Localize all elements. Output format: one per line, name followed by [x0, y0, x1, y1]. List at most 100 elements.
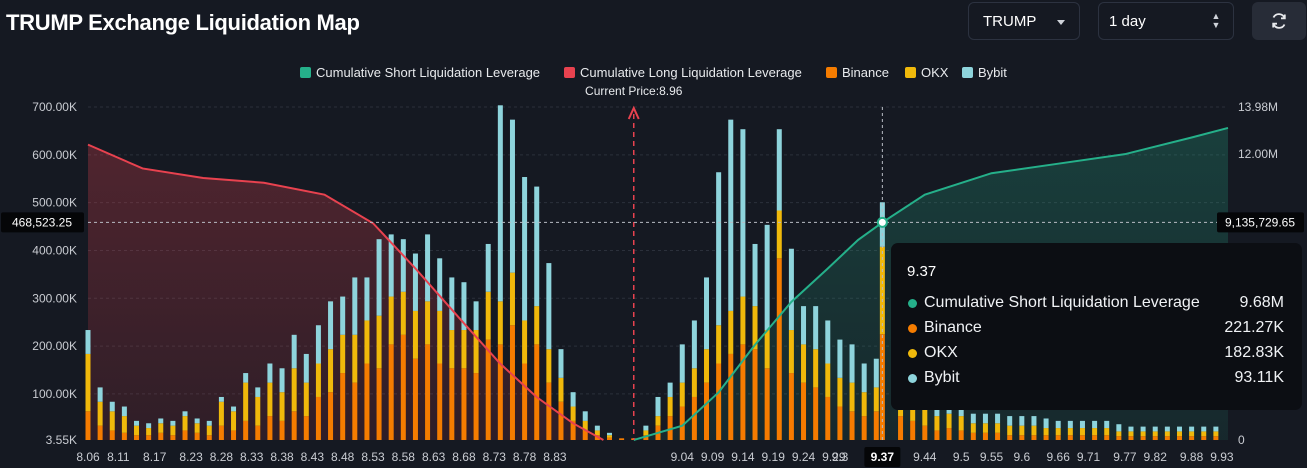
bar-bybit	[1043, 418, 1049, 429]
bar-binance	[328, 392, 334, 440]
bar-bybit	[1189, 426, 1195, 432]
bar-okx	[509, 272, 515, 326]
bar-okx	[910, 401, 916, 421]
bar-okx	[170, 425, 176, 436]
bar-binance	[825, 396, 831, 440]
bar-okx	[194, 423, 200, 433]
bar-bybit	[861, 363, 867, 393]
crosshair-left-label: 468,523.25	[12, 215, 72, 229]
bar-binance	[146, 435, 152, 440]
legend-swatch	[962, 67, 973, 78]
bar-okx	[1019, 425, 1025, 436]
bar-bybit	[1079, 420, 1085, 429]
bar-okx	[716, 325, 722, 364]
bar-binance	[1031, 435, 1037, 440]
symbol-select[interactable]: TRUMP	[968, 2, 1080, 40]
x-tick: 9.24	[792, 450, 816, 464]
bar-binance	[704, 382, 710, 440]
bar-binance	[879, 334, 885, 440]
crosshair-x-label: 9.37	[871, 450, 895, 464]
x-tick: 8.17	[143, 450, 167, 464]
x-tick: 9.19	[762, 450, 786, 464]
x-tick: 8.11	[107, 450, 130, 464]
x-tick: 9.88	[1180, 450, 1204, 464]
bar-okx	[243, 382, 249, 421]
x-tick: 8.53	[361, 450, 385, 464]
bar-bybit	[801, 306, 807, 345]
bar-bybit	[1116, 424, 1122, 432]
bar-okx	[328, 349, 334, 393]
bar-binance	[315, 396, 321, 440]
bar-bybit	[764, 224, 770, 331]
bar-binance	[1079, 435, 1085, 440]
bar-okx	[728, 310, 734, 354]
bar-bybit	[1067, 420, 1073, 429]
bar-okx	[594, 430, 600, 436]
bar-binance	[788, 373, 794, 440]
range-select[interactable]: 1 day ▲ ▼	[1098, 2, 1234, 40]
bar-binance	[667, 416, 673, 440]
bar-binance	[1152, 436, 1158, 440]
y-right-tick: 0	[1238, 433, 1245, 447]
bar-bybit	[182, 411, 188, 417]
bar-bybit	[449, 277, 455, 331]
bar-bybit	[982, 413, 988, 424]
bar-okx	[813, 349, 819, 388]
bar-binance	[121, 432, 127, 440]
bar-binance	[218, 425, 224, 440]
y-left-tick: 400.00K	[32, 243, 77, 257]
bar-bybit	[509, 119, 515, 273]
y-left-tick: 700.00K	[32, 100, 77, 114]
bar-okx	[255, 396, 261, 426]
bar-bybit	[995, 413, 1001, 424]
y-right-tick: 13.98M	[1238, 100, 1278, 114]
bar-bybit	[1092, 420, 1098, 429]
bar-okx	[485, 291, 491, 340]
bar-okx	[995, 423, 1001, 433]
bar-okx	[437, 310, 443, 364]
bar-binance	[1189, 436, 1195, 440]
bar-binance	[691, 396, 697, 440]
bar-okx	[182, 416, 188, 431]
bar-binance	[898, 416, 904, 440]
bar-okx	[1043, 428, 1049, 436]
y-left-tick: 500.00K	[32, 196, 77, 210]
bar-bybit	[364, 277, 370, 321]
legend-swatch	[905, 67, 916, 78]
bar-binance	[801, 382, 807, 440]
bar-okx	[315, 363, 321, 397]
bar-binance	[412, 358, 418, 440]
bar-bybit	[582, 411, 588, 421]
bar-okx	[449, 330, 455, 369]
bar-okx	[364, 320, 370, 364]
y-left-tick: 100.00K	[32, 387, 77, 401]
bar-bybit	[667, 382, 673, 397]
bar-binance	[388, 344, 394, 440]
bar-binance	[619, 438, 625, 440]
bar-bybit	[643, 425, 649, 431]
bar-okx	[570, 406, 576, 421]
x-tick: 9.93	[1210, 450, 1234, 464]
bar-binance	[291, 411, 297, 440]
bar-binance	[1128, 436, 1134, 440]
bar-bybit	[825, 320, 831, 364]
bar-bybit	[1201, 426, 1207, 432]
bar-binance	[352, 382, 358, 440]
bar-okx	[1007, 425, 1013, 436]
tooltip-dot	[908, 349, 917, 358]
bar-binance	[1201, 436, 1207, 440]
bar-binance	[449, 368, 455, 440]
bar-okx	[388, 296, 394, 345]
bar-okx	[704, 349, 710, 383]
tooltip-dot	[908, 324, 917, 333]
axes: 700.00K 600.00K 500.00K 400.00K 300.00K 200.0…	[32, 100, 1278, 464]
bar-okx	[667, 396, 673, 417]
bar-binance	[206, 435, 212, 440]
y-left-tick: 3.55K	[46, 433, 77, 447]
bar-binance	[1067, 435, 1073, 440]
x-tick: 8.73	[483, 450, 507, 464]
bar-okx	[218, 401, 224, 426]
x-tick: 8.23	[179, 450, 203, 464]
legend-swatch	[826, 67, 837, 78]
refresh-button[interactable]	[1252, 2, 1306, 40]
